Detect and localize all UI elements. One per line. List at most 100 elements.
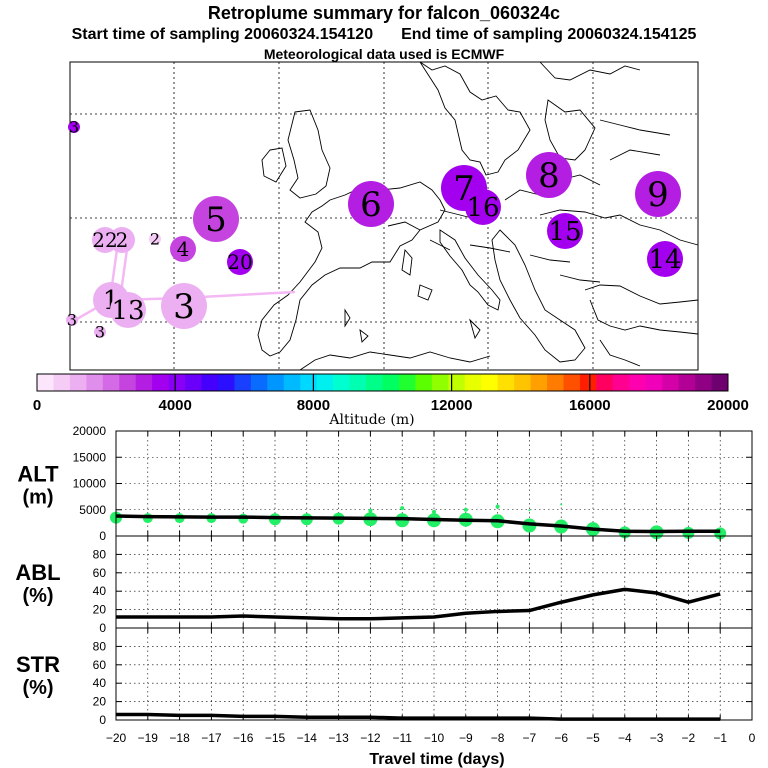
x-tick-label: −4 [618, 731, 632, 745]
altitude-cluster-point [495, 504, 500, 509]
coastlines [257, 61, 699, 371]
met-data-label: Meteorological data used is ECMWF [263, 46, 505, 62]
y-tick-label: 60 [93, 658, 107, 672]
y-tick-label: 40 [93, 584, 107, 598]
series-line [116, 712, 721, 721]
colorbar-cell [333, 374, 350, 391]
panel-yunit: (%) [22, 677, 53, 699]
colorbar-cell [645, 374, 663, 391]
cluster-label: 14 [648, 245, 681, 275]
colorbar-cell [678, 374, 696, 391]
cluster-marker [526, 152, 572, 198]
cluster-label: 6 [360, 185, 382, 225]
panel-str: STR(%) 0 20 40 60 80 [16, 627, 753, 727]
colorbar-cell [102, 374, 120, 391]
x-tick-label: −7 [523, 731, 537, 745]
cluster-marker [635, 171, 681, 217]
y-tick-label: 40 [93, 676, 107, 690]
cluster-marker [348, 181, 394, 227]
x-tick-label: −18 [169, 731, 190, 745]
colorbar-cell [530, 374, 548, 391]
y-tick-label: 5000 [79, 503, 106, 517]
cluster-label: 5 [205, 200, 227, 240]
colorbar-cell [629, 374, 647, 391]
altitude-cluster-point [368, 508, 373, 513]
colorbar-cell [267, 374, 285, 391]
colorbar-cell [152, 374, 170, 391]
cluster-marker [227, 249, 253, 275]
altitude-cluster-point [560, 503, 563, 506]
colorbar-cell [612, 374, 630, 391]
x-tick-label: −19 [138, 731, 159, 745]
x-tick-label: −13 [328, 731, 349, 745]
colorbar-cell [711, 374, 729, 391]
x-tick-label: −8 [491, 731, 505, 745]
cluster-marker [92, 227, 118, 253]
colorbar-cell [514, 374, 531, 391]
colorbar-tick-label: 16000 [569, 397, 611, 414]
x-tick-label: −11 [392, 731, 412, 745]
colorbar-cell [86, 374, 104, 391]
colorbar-label: Altitude (m) [328, 412, 414, 428]
start-time-label: Start time of sampling 20060324.154120 [71, 26, 374, 43]
altitude-cluster-point [400, 506, 405, 511]
y-tick-label: 20 [93, 695, 107, 709]
time-series-panels: ALT(m)05000100001500020000ABL(%)02040608… [15, 424, 753, 727]
colorbar-cell [69, 374, 87, 391]
cluster-label: 3 [69, 118, 79, 137]
cluster-marker [647, 241, 683, 277]
colorbar-cell [662, 374, 680, 391]
colorbar-cell [168, 374, 186, 391]
colorbar-cell [135, 374, 153, 391]
cluster-marker [465, 189, 501, 225]
x-tick-label: −10 [424, 731, 445, 745]
sampling-times: Start time of sampling 20060324.154120 E… [0, 27, 768, 43]
colorbar-cell [431, 374, 449, 391]
colorbar-cell [547, 374, 564, 391]
panel-ylabel: ALT [17, 462, 59, 487]
y-tick-label: 80 [93, 639, 107, 653]
cluster-marker [170, 236, 196, 262]
colorbar-cell [563, 374, 581, 391]
x-tick-label: −5 [586, 731, 600, 745]
altitude-cluster-point [528, 509, 531, 512]
colorbar-cell [579, 374, 597, 391]
x-tick-label: −12 [360, 731, 381, 745]
colorbar-tick-label: 20000 [707, 397, 749, 414]
altitude-cluster-point [432, 509, 436, 514]
cluster-label: 22 [92, 228, 117, 252]
x-tick-label: −14 [297, 731, 318, 745]
cluster-label: 15 [548, 217, 581, 247]
y-tick-label: 15000 [73, 450, 107, 464]
colorbar-cell [382, 374, 400, 391]
x-tick-label: −20 [106, 731, 127, 745]
colorbar-cell [448, 374, 466, 391]
colorbar-cell [37, 374, 54, 391]
x-axis: −20 −19 −18 −17 −16 −15 −14 −13 −12 −11 −10 −9 −8 −7−… [106, 731, 756, 745]
cluster-marker [94, 326, 106, 338]
colorbar-cell [283, 374, 301, 391]
cluster-marker [149, 233, 161, 245]
altitude-cluster-point [463, 507, 468, 512]
y-tick-label: 80 [93, 547, 107, 561]
colorbar-cell [415, 374, 433, 391]
y-tick-label: 0 [99, 621, 106, 635]
x-tick-label: −1 [713, 731, 727, 745]
colorbar-cell [234, 374, 252, 391]
colorbar-cell [366, 374, 383, 391]
end-time-label: End time of sampling 20060324.154125 [401, 26, 697, 43]
cluster-label: 8 [538, 156, 560, 196]
y-tick-label: 20 [93, 603, 107, 617]
colorbar-cell [464, 374, 482, 391]
y-tick-label: 60 [93, 566, 107, 580]
y-tick-label: 0 [99, 529, 106, 543]
cluster-marker [66, 314, 78, 326]
colorbar-tick-label: 4000 [159, 397, 192, 414]
y-tick-label: 20000 [73, 424, 107, 438]
cluster-label: 3 [67, 311, 77, 330]
panel-ylabel: ABL [15, 560, 60, 585]
panel-ylabel: STR [16, 652, 60, 677]
